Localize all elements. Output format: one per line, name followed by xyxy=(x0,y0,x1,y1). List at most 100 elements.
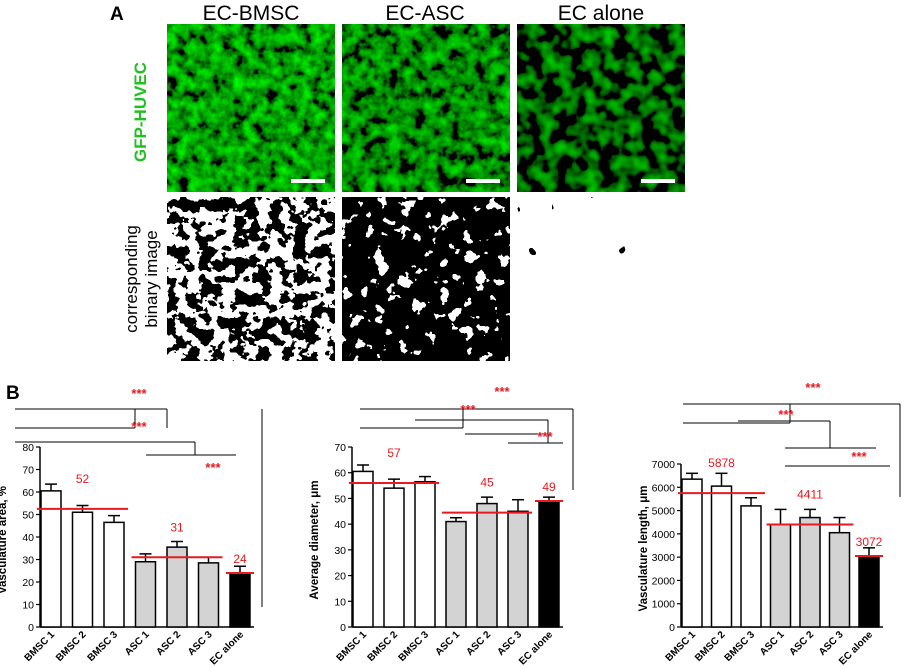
chart-1: 0 10 20 30 40 50 60 70 80 Vasculature area, % BMSC… xyxy=(0,386,263,667)
scale-bar xyxy=(641,179,675,183)
panel-b-label: B xyxy=(6,383,20,404)
x-tick-label: BMSC 3 xyxy=(86,629,121,664)
image-gfp-ec-alone xyxy=(517,24,685,192)
bar xyxy=(229,573,251,628)
y-tick-label: 0 xyxy=(28,622,34,634)
y-tick-label: 70 xyxy=(334,442,346,454)
x-tick-label: ASC 1 xyxy=(434,629,463,658)
y-tick-label: 60 xyxy=(22,487,34,499)
bar xyxy=(166,546,188,628)
x-tick-label: ASC 3 xyxy=(496,629,525,658)
group-mean-label: 24 xyxy=(233,552,247,566)
y-tick-label: 50 xyxy=(334,493,346,505)
x-tick-label: ASC 2 xyxy=(465,629,494,658)
charts: 0 10 20 30 40 50 60 70 80 Vasculature area, % BMSC… xyxy=(0,380,901,667)
bar xyxy=(40,490,62,628)
y-tick-label: 80 xyxy=(22,442,34,454)
group-mean-label: 52 xyxy=(76,472,90,486)
significance-marker: *** xyxy=(460,402,476,417)
row-label-binary-line1: corresponding xyxy=(122,225,141,333)
y-tick-label: 40 xyxy=(22,532,34,544)
group-mean-label: 49 xyxy=(542,480,556,494)
y-tick-label: 2000 xyxy=(652,575,676,587)
x-tick-label: BMSC 2 xyxy=(693,629,728,664)
y-tick-label: 60 xyxy=(334,468,346,480)
y-tick-label: 4000 xyxy=(652,529,676,541)
row-label-binary-line2: binary image xyxy=(142,230,161,327)
y-tick-label: 0 xyxy=(340,622,346,634)
group-mean-label: 4411 xyxy=(797,488,823,502)
y-tick-label: 7000 xyxy=(652,459,676,471)
chart-2: 0 10 20 30 40 50 60 70 Average diameter, μm BMSC … xyxy=(309,384,574,667)
group-mean-label: 5878 xyxy=(708,456,735,470)
image-binary-ec-asc xyxy=(342,197,510,361)
bar xyxy=(383,487,405,628)
image-gfp-ec-asc xyxy=(342,24,510,192)
bar xyxy=(740,505,762,628)
y-tick-label: 5000 xyxy=(652,506,676,518)
bar xyxy=(769,523,792,628)
group-mean-label: 3072 xyxy=(856,535,883,549)
y-tick-label: 30 xyxy=(22,555,34,567)
group-mean-label: 45 xyxy=(480,476,494,490)
bar xyxy=(858,555,880,628)
x-tick-label: ASC 1 xyxy=(758,629,787,658)
y-tick-label: 6000 xyxy=(652,482,676,494)
group-mean-label: 57 xyxy=(387,446,401,460)
y-tick-label: 40 xyxy=(334,519,346,531)
bar xyxy=(538,500,560,628)
image-gfp-ec-bmsc xyxy=(167,24,335,192)
y-tick-label: 10 xyxy=(22,600,34,612)
bar xyxy=(476,502,498,628)
x-tick-label: BMSC 1 xyxy=(664,629,699,664)
scale-bar xyxy=(466,179,500,183)
significance-marker: *** xyxy=(778,407,794,422)
significance-marker: *** xyxy=(494,384,510,399)
significance-marker: *** xyxy=(851,449,867,464)
x-tick-label: BMSC 2 xyxy=(366,629,401,664)
x-tick-label: EC alone xyxy=(208,629,246,667)
bar xyxy=(828,531,851,628)
y-tick-label: 10 xyxy=(334,596,346,608)
y-tick-label: 3000 xyxy=(652,552,676,564)
significance-marker: *** xyxy=(805,380,821,395)
x-tick-label: ASC 2 xyxy=(155,629,184,658)
column-header-ec-bmsc: EC-BMSC xyxy=(203,2,300,25)
x-tick-label: BMSC 1 xyxy=(23,629,58,664)
x-tick-label: ASC 3 xyxy=(186,629,215,658)
x-tick-label: BMSC 3 xyxy=(397,629,432,664)
bar xyxy=(414,480,436,628)
bar xyxy=(134,561,157,628)
bar xyxy=(681,478,703,628)
significance-marker: *** xyxy=(537,429,553,444)
bar xyxy=(445,520,467,628)
image-binary-ec-bmsc xyxy=(167,197,335,361)
significance-marker: *** xyxy=(131,419,147,434)
chart-3: 0 1000 2000 3000 4000 5000 6000 7000 Vasculature… xyxy=(638,380,901,667)
x-tick-label: ASC 2 xyxy=(788,629,817,658)
x-tick-label: EC alone xyxy=(517,629,555,667)
y-axis-label: Vasculature area, % xyxy=(0,486,9,594)
x-tick-label: BMSC 2 xyxy=(54,629,89,664)
image-binary-ec-alone xyxy=(517,197,685,361)
x-tick-label: BMSC 1 xyxy=(335,629,370,664)
y-tick-label: 20 xyxy=(334,571,346,583)
bar xyxy=(103,521,125,628)
y-tick-label: 50 xyxy=(22,510,34,522)
group-mean-label: 31 xyxy=(170,520,184,534)
column-header-ec-alone: EC alone xyxy=(558,2,644,25)
significance-marker: *** xyxy=(205,460,221,475)
column-header-ec-asc: EC-ASC xyxy=(385,2,464,25)
x-tick-label: ASC 1 xyxy=(123,629,152,658)
bar xyxy=(507,510,529,628)
significance-marker: *** xyxy=(131,386,147,401)
bar xyxy=(71,511,94,628)
x-tick-label: ASC 3 xyxy=(817,629,846,658)
x-tick-label: BMSC 3 xyxy=(723,629,758,664)
y-tick-label: 70 xyxy=(22,465,34,477)
bar xyxy=(799,516,821,628)
bar xyxy=(197,562,220,628)
scale-bar xyxy=(291,179,325,183)
panel-a-label: A xyxy=(110,4,124,25)
